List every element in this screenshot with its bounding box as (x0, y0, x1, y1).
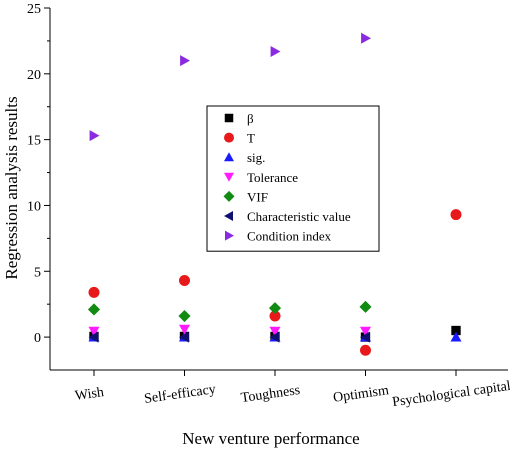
data-point (179, 331, 189, 343)
data-point (450, 209, 462, 221)
data-point (360, 344, 371, 356)
legend-marker (225, 230, 234, 241)
legend-marker (224, 132, 234, 143)
legend-label: Characteristic value (247, 209, 351, 224)
legend-marker (223, 190, 235, 202)
data-point (178, 309, 191, 323)
series-t (88, 209, 462, 356)
data-point (89, 130, 100, 142)
x-tick-label: Toughness (240, 383, 301, 406)
data-point (270, 45, 281, 57)
x-tick-label: Psychological capital (391, 379, 510, 410)
data-point (450, 331, 462, 342)
legend-marker (224, 211, 233, 221)
data-point (269, 310, 281, 322)
legend-marker (224, 113, 234, 123)
data-point (88, 331, 99, 343)
data-point (360, 331, 370, 343)
data-point (451, 325, 461, 336)
series-tolerance (88, 324, 371, 337)
y-tick-label: 0 (34, 331, 41, 346)
legend-label: T (247, 131, 255, 146)
y-tick-label: 10 (27, 199, 41, 214)
data-point (359, 300, 372, 313)
y-tick-label: 15 (27, 134, 41, 149)
data-point (269, 331, 280, 343)
data-point (268, 302, 282, 315)
data-point (269, 326, 281, 337)
legend-label: Tolerance (247, 170, 298, 185)
data-point (87, 303, 101, 316)
legend-box (206, 105, 380, 252)
y-axis-title: Regression analysis results (2, 96, 21, 279)
legend-marker (224, 152, 234, 162)
legend-label: VIF (247, 189, 268, 204)
series-vif (87, 300, 372, 323)
series-characteristic-value (88, 331, 370, 343)
data-point (360, 326, 371, 337)
legend-label: sig. (247, 150, 265, 165)
y-tick-label: 25 (27, 2, 41, 17)
legend-label: β (247, 111, 254, 126)
legend-label: Condition index (247, 229, 332, 244)
y-tick-label: 20 (27, 68, 41, 83)
data-point (179, 324, 190, 335)
x-tick-label: Self-efficacy (143, 382, 216, 407)
legend-marker (224, 172, 234, 182)
data-point (88, 286, 100, 298)
data-point (180, 55, 190, 67)
y-tick-label: 5 (34, 265, 41, 280)
x-tick-label: Wish (74, 385, 105, 404)
data-point (361, 32, 371, 44)
data-marks (87, 32, 462, 356)
series-condition-index (89, 32, 371, 142)
data-point (179, 274, 190, 286)
data-point (88, 326, 100, 337)
x-tick-label: Optimism (332, 383, 390, 406)
x-axis-title: New venture performance (182, 429, 359, 448)
